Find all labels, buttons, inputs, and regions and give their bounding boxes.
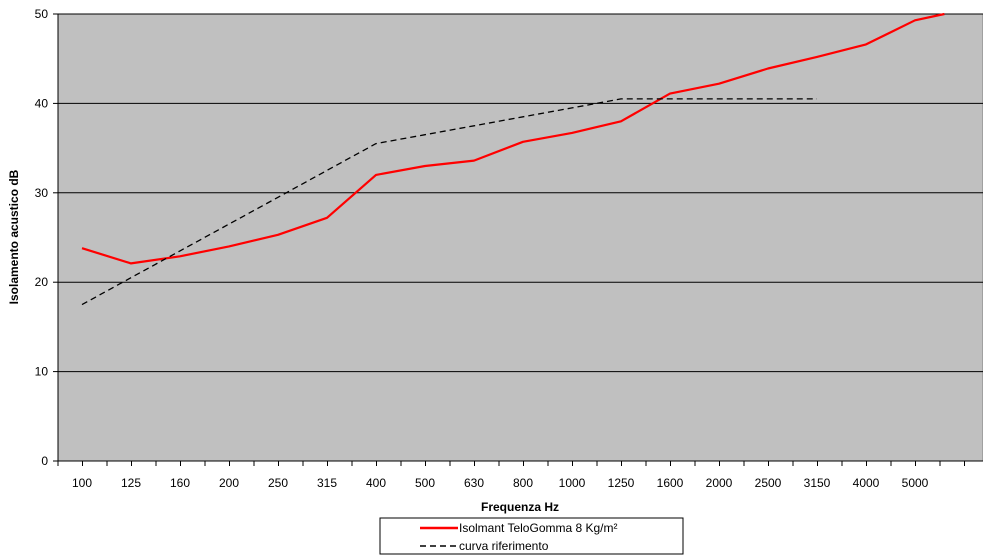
x-tick-label: 400 [366, 476, 386, 490]
legend-box [379, 517, 684, 555]
x-axis-title: Frequenza Hz [481, 500, 559, 514]
y-tick-label: 40 [35, 96, 49, 110]
x-tick-label: 4000 [853, 476, 880, 490]
y-tick-label: 30 [35, 186, 49, 200]
plot-area [57, 13, 983, 462]
legend-label-series-2: curva riferimento [459, 539, 549, 553]
x-tick-label: 2000 [706, 476, 733, 490]
x-axis-ticks: 100 125 160 200 250 315 400 500 630 800 1000 1250 16… [57, 461, 965, 490]
y-tick-label: 50 [35, 7, 49, 21]
series-line-1 [81, 12, 945, 265]
x-tick-label: 630 [464, 476, 484, 490]
y-axis-ticks: 0 10 20 30 40 50 [35, 7, 58, 468]
x-tick-label: 160 [170, 476, 190, 490]
x-tick-label: 200 [219, 476, 239, 490]
x-tick-label: 1000 [559, 476, 586, 490]
x-tick-label: 315 [317, 476, 337, 490]
series-layer [81, 12, 945, 306]
legend-label-series-1: Isolmant TeloGomma 8 Kg/m² [459, 521, 618, 535]
x-tick-label: 500 [415, 476, 435, 490]
grid-lines [58, 13, 983, 373]
x-tick-label: 800 [513, 476, 533, 490]
y-tick-label: 0 [41, 454, 48, 468]
x-tick-label: 1250 [608, 476, 635, 490]
x-tick-label: 125 [121, 476, 141, 490]
x-tick-label: 250 [268, 476, 288, 490]
y-axis-title: Isolamento acustico dB [7, 169, 21, 304]
x-tick-label: 3150 [804, 476, 831, 490]
x-tick-label: 2500 [755, 476, 782, 490]
x-tick-label: 100 [72, 476, 92, 490]
axes [57, 14, 983, 462]
y-tick-label: 20 [35, 275, 49, 289]
x-tick-label: 5000 [902, 476, 929, 490]
legend: Isolmant TeloGomma 8 Kg/m² curva riferim… [379, 517, 684, 555]
x-tick-label: 1600 [657, 476, 684, 490]
y-tick-label: 10 [35, 365, 49, 379]
